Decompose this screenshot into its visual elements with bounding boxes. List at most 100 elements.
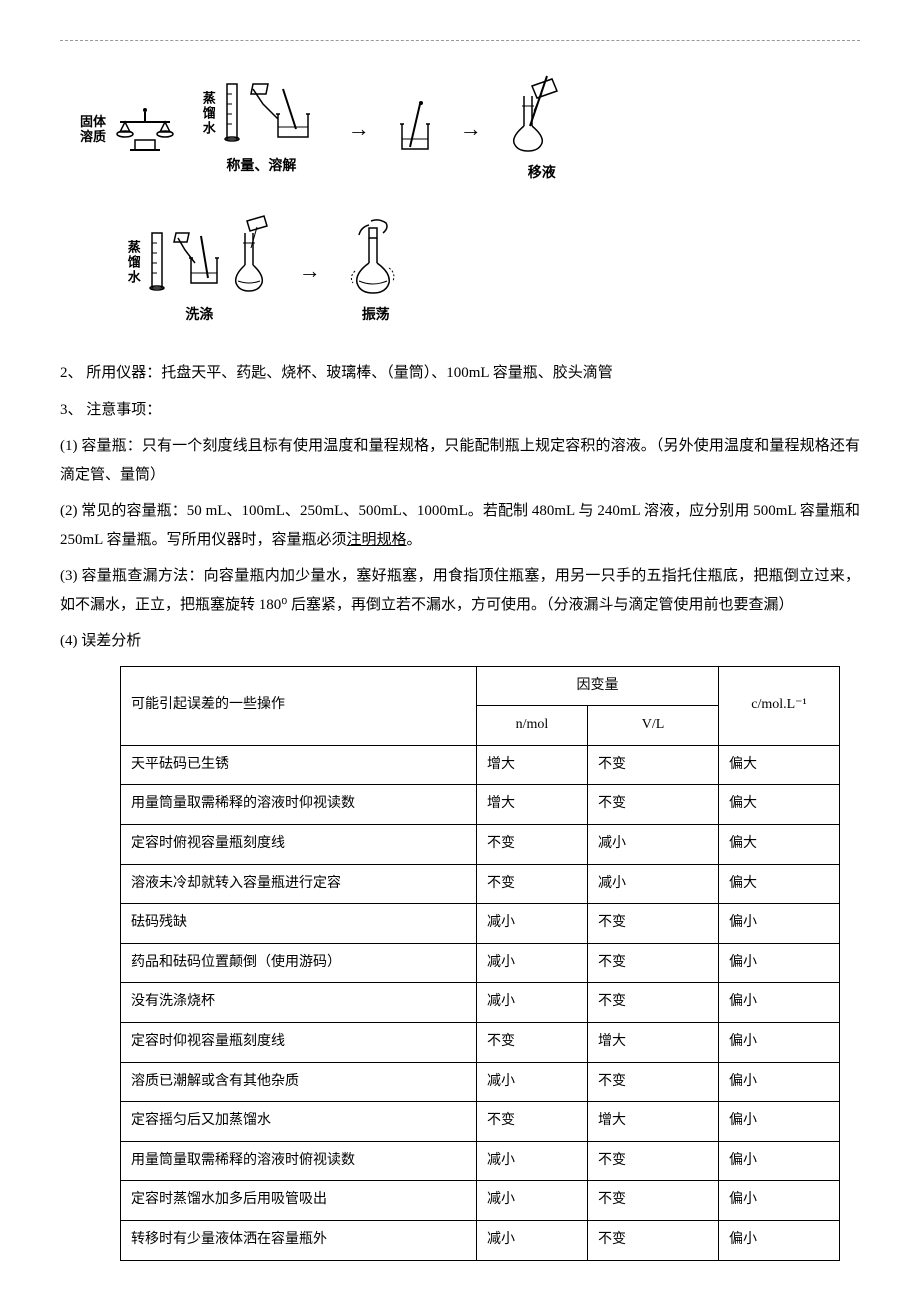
table-cell: 溶质已潮解或含有其他杂质	[121, 1062, 477, 1102]
shake-label: 振荡	[362, 303, 390, 330]
error-analysis-table: 可能引起误差的一些操作 因变量 c/mol.L⁻¹ n/mol V/L 天平砝码…	[120, 666, 840, 1261]
table-cell: 偏小	[719, 1023, 840, 1063]
table-cell: 减小	[477, 943, 588, 983]
table-cell: 砝码残缺	[121, 904, 477, 944]
table-row: 定容时蒸馏水加多后用吸管吸出减小不变偏小	[121, 1181, 840, 1221]
table-cell: 用量筒量取需稀释的溶液时俯视读数	[121, 1141, 477, 1181]
procedure-diagram: 固体溶质 蒸馏水	[80, 71, 860, 329]
header-factors: 因变量	[477, 666, 719, 706]
table-cell: 定容时仰视容量瓶刻度线	[121, 1023, 477, 1063]
table-cell: 不变	[477, 1023, 588, 1063]
table-cell: 偏小	[719, 1062, 840, 1102]
table-cell: 不变	[588, 745, 719, 785]
table-cell: 偏小	[719, 1221, 840, 1261]
wash-beaker-icon	[173, 228, 223, 298]
table-cell: 不变	[588, 1221, 719, 1261]
table-cell: 减小	[477, 904, 588, 944]
weigh-dissolve-label: 称量、溶解	[226, 154, 296, 181]
wash-item: 蒸馏水	[120, 213, 279, 330]
stir-item	[390, 99, 440, 159]
table-cell: 减小	[477, 1181, 588, 1221]
distilled-water-label: 蒸馏水	[195, 91, 220, 136]
note-2-underline: 注明规格	[347, 532, 407, 548]
shake-flask-icon	[341, 213, 411, 298]
header-n: n/mol	[477, 706, 588, 746]
table-cell: 不变	[588, 1062, 719, 1102]
cylinder-icon	[222, 79, 242, 149]
table-cell: 偏小	[719, 1102, 840, 1142]
header-v: V/L	[588, 706, 719, 746]
table-cell: 不变	[588, 904, 719, 944]
table-header-row-1: 可能引起误差的一些操作 因变量 c/mol.L⁻¹	[121, 666, 840, 706]
table-cell: 不变	[588, 1181, 719, 1221]
table-cell: 天平砝码已生锈	[121, 745, 477, 785]
header-operations: 可能引起误差的一些操作	[121, 666, 477, 745]
solid-solute-label: 固体溶质	[80, 114, 106, 145]
note-2-text-b: 。	[407, 532, 422, 548]
beaker-pour-icon	[248, 79, 328, 149]
diagram-row-2: 蒸馏水	[120, 213, 860, 330]
table-cell: 不变	[588, 983, 719, 1023]
header-concentration: c/mol.L⁻¹	[719, 666, 840, 745]
note-2-text-a: (2) 常见的容量瓶：50 mL、100mL、250mL、500mL、1000m…	[60, 503, 860, 548]
table-row: 用量筒量取需稀释的溶液时俯视读数减小不变偏小	[121, 1141, 840, 1181]
table-cell: 增大	[588, 1102, 719, 1142]
table-cell: 偏大	[719, 864, 840, 904]
table-cell: 定容时俯视容量瓶刻度线	[121, 825, 477, 865]
table-cell: 增大	[477, 785, 588, 825]
paragraph-note-4: (4) 误差分析	[60, 627, 860, 656]
table-row: 没有洗涤烧杯减小不变偏小	[121, 983, 840, 1023]
dissolve-item: 蒸馏水	[195, 79, 328, 181]
paragraph-notes-head: 3、 注意事项：	[60, 396, 860, 425]
transfer-label: 移液	[528, 161, 556, 188]
distilled-water-label-2: 蒸馏水	[120, 240, 145, 285]
transfer-flask-icon	[502, 71, 582, 156]
table-cell: 偏小	[719, 1141, 840, 1181]
table-cell: 转移时有少量液体洒在容量瓶外	[121, 1221, 477, 1261]
balance-item: 固体溶质	[80, 102, 180, 157]
table-row: 溶质已潮解或含有其他杂质减小不变偏小	[121, 1062, 840, 1102]
table-row: 用量筒量取需稀释的溶液时仰视读数增大不变偏大	[121, 785, 840, 825]
table-cell: 减小	[477, 1141, 588, 1181]
table-cell: 偏小	[719, 943, 840, 983]
paragraph-instruments: 2、 所用仪器：托盘天平、药匙、烧杯、玻璃棒、（量筒）、100mL 容量瓶、胶头…	[60, 359, 860, 388]
table-cell: 定容摇匀后又加蒸馏水	[121, 1102, 477, 1142]
table-row: 定容时仰视容量瓶刻度线不变增大偏小	[121, 1023, 840, 1063]
wash-flask-icon	[229, 213, 279, 298]
table-cell: 没有洗涤烧杯	[121, 983, 477, 1023]
table-row: 砝码残缺减小不变偏小	[121, 904, 840, 944]
table-cell: 不变	[588, 1141, 719, 1181]
transfer-item: 移液	[502, 71, 582, 188]
table-cell: 药品和砝码位置颠倒（使用游码）	[121, 943, 477, 983]
table-row: 溶液未冷却就转入容量瓶进行定容不变减小偏大	[121, 864, 840, 904]
table-cell: 偏大	[719, 785, 840, 825]
table-row: 天平砝码已生锈增大不变偏大	[121, 745, 840, 785]
page-divider	[60, 40, 860, 41]
table-cell: 减小	[477, 1062, 588, 1102]
arrow-icon: →	[294, 250, 326, 292]
table-cell: 不变	[477, 825, 588, 865]
diagram-row-1: 固体溶质 蒸馏水	[80, 71, 860, 188]
table-cell: 不变	[477, 1102, 588, 1142]
table-cell: 增大	[477, 745, 588, 785]
table-cell: 不变	[588, 785, 719, 825]
table-cell: 减小	[588, 864, 719, 904]
table-cell: 减小	[588, 825, 719, 865]
paragraph-note-2: (2) 常见的容量瓶：50 mL、100mL、250mL、500mL、1000m…	[60, 497, 860, 554]
table-cell: 偏小	[719, 983, 840, 1023]
table-cell: 增大	[588, 1023, 719, 1063]
table-cell: 用量筒量取需稀释的溶液时仰视读数	[121, 785, 477, 825]
table-cell: 不变	[588, 943, 719, 983]
cylinder-icon	[147, 228, 167, 298]
table-cell: 定容时蒸馏水加多后用吸管吸出	[121, 1181, 477, 1221]
table-row: 药品和砝码位置颠倒（使用游码）减小不变偏小	[121, 943, 840, 983]
table-cell: 减小	[477, 1221, 588, 1261]
paragraph-note-3: (3) 容量瓶查漏方法：向容量瓶内加少量水，塞好瓶塞，用食指顶住瓶塞，用另一只手…	[60, 562, 860, 619]
table-cell: 不变	[477, 864, 588, 904]
table-cell: 偏小	[719, 904, 840, 944]
shake-item: 振荡	[341, 213, 411, 330]
table-row: 定容时俯视容量瓶刻度线不变减小偏大	[121, 825, 840, 865]
stir-beaker-icon	[390, 99, 440, 159]
table-cell: 偏小	[719, 1181, 840, 1221]
paragraph-note-1: (1) 容量瓶：只有一个刻度线且标有使用温度和量程规格，只能配制瓶上规定容积的溶…	[60, 432, 860, 489]
